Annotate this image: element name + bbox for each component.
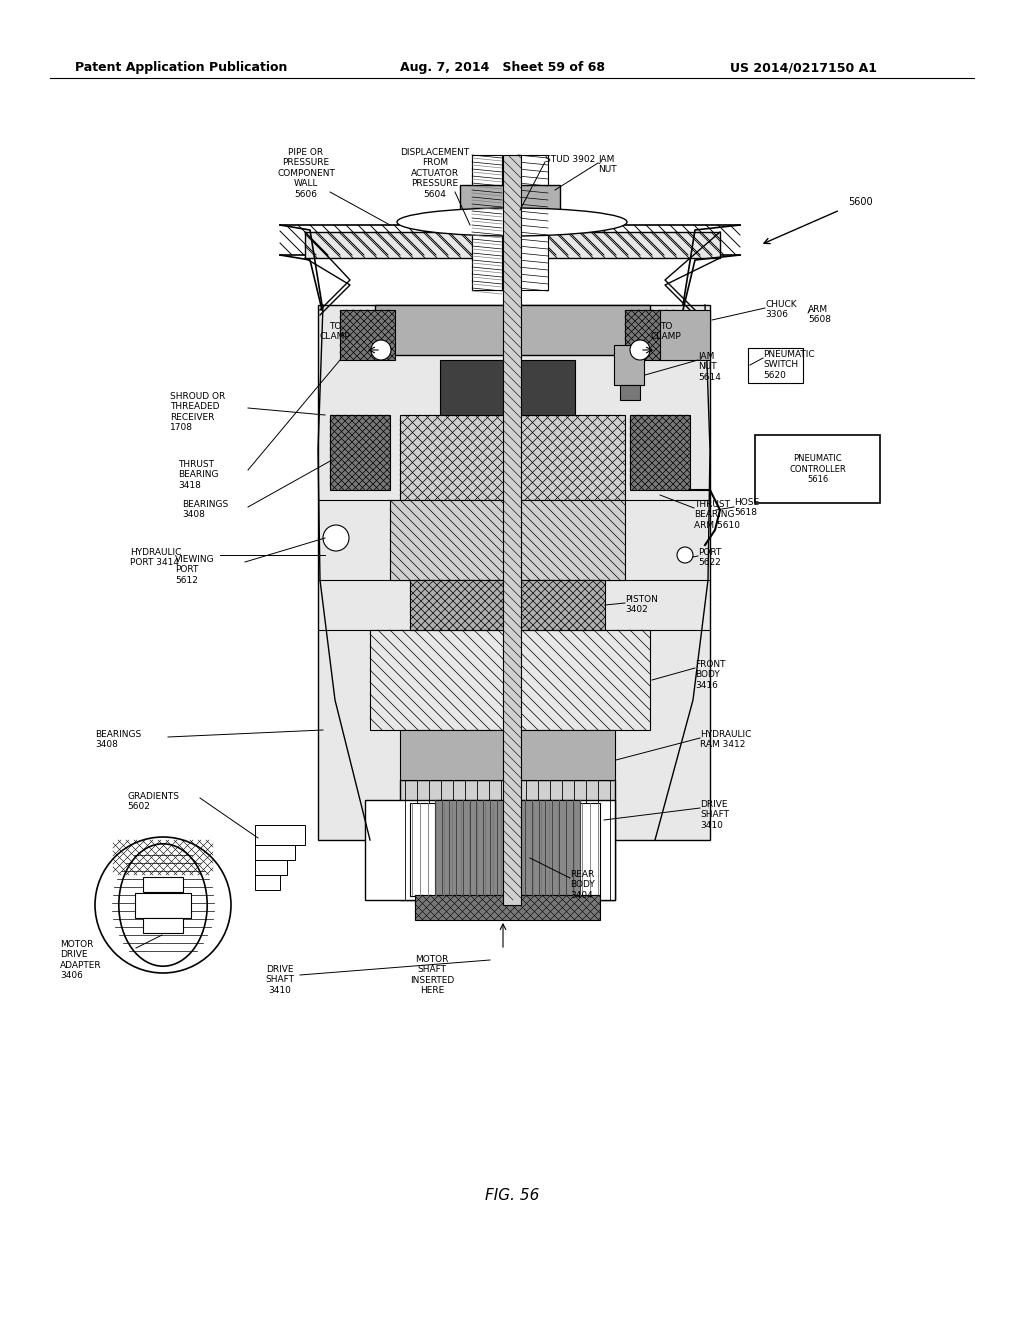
Text: US 2014/0217150 A1: US 2014/0217150 A1 [730,62,877,74]
Bar [503,154,521,906]
Circle shape [630,341,650,360]
Text: SHROUD OR
THREADED
RECEIVER
1708: SHROUD OR THREADED RECEIVER 1708 [170,392,225,432]
Ellipse shape [397,209,627,236]
Bar [518,154,548,290]
Bar [400,780,615,900]
Bar [365,800,615,900]
Bar [660,310,710,360]
Bar [755,436,880,503]
Bar [255,825,305,845]
Text: MOTOR
DRIVE
ADAPTER
3406: MOTOR DRIVE ADAPTER 3406 [60,940,101,981]
Bar [255,861,287,875]
Text: BEARINGS
3408: BEARINGS 3408 [182,500,228,519]
Text: STUD 3902: STUD 3902 [545,154,595,164]
Text: PNEUMATIC
CONTROLLER
5616: PNEUMATIC CONTROLLER 5616 [790,454,846,484]
Text: REAR
BODY
3404: REAR BODY 3404 [570,870,595,900]
Text: PISTON
3402: PISTON 3402 [625,595,657,614]
Text: PNEUMATIC
SWITCH
5620: PNEUMATIC SWITCH 5620 [763,350,815,380]
Circle shape [677,546,693,564]
Text: CHUCK
3306: CHUCK 3306 [765,300,797,319]
Bar [375,305,650,355]
Bar [390,500,625,579]
Text: PIPE OR
PRESSURE
COMPONENT
WALL
5606: PIPE OR PRESSURE COMPONENT WALL 5606 [278,148,335,198]
Text: MOTOR
SHAFT
INSERTED
HERE: MOTOR SHAFT INSERTED HERE [410,954,454,995]
Bar [410,579,605,630]
Bar [415,895,600,920]
Text: 5600: 5600 [848,197,872,207]
Bar [410,803,600,896]
Bar [340,310,395,360]
Bar [305,232,720,257]
Bar [330,414,390,490]
Bar [255,845,295,861]
Bar [370,630,650,730]
Ellipse shape [119,843,207,966]
Text: DRIVE
SHAFT
3410: DRIVE SHAFT 3410 [700,800,729,830]
Text: JAM
NUT
5614: JAM NUT 5614 [698,352,721,381]
Text: JAM
NUT: JAM NUT [598,154,616,174]
Text: HYDRAULIC
PORT 3414: HYDRAULIC PORT 3414 [130,548,181,568]
Text: DISPLACEMENT
FROM
ACTUATOR
PRESSURE
5604: DISPLACEMENT FROM ACTUATOR PRESSURE 5604 [400,148,470,198]
Text: DRIVE
SHAFT
3410: DRIVE SHAFT 3410 [265,965,295,995]
Bar [435,800,580,895]
Bar [440,360,575,414]
Bar [143,917,183,933]
Text: GRADIENTS
5602: GRADIENTS 5602 [127,792,179,812]
Bar [400,414,625,500]
Text: HYDRAULIC
RAM 3412: HYDRAULIC RAM 3412 [700,730,752,750]
Text: FIG. 56: FIG. 56 [484,1188,540,1203]
Text: FRONT
BODY
3416: FRONT BODY 3416 [695,660,725,690]
Text: THRUST
BEARING
ARM 5610: THRUST BEARING ARM 5610 [694,500,740,529]
Text: TO
CLAMP: TO CLAMP [650,322,681,342]
Text: VIEWING
PORT
5612: VIEWING PORT 5612 [175,554,215,585]
Bar [400,730,615,780]
Circle shape [371,341,391,360]
Bar [255,875,280,890]
Bar [460,185,560,230]
Text: BEARINGS
3408: BEARINGS 3408 [95,730,141,750]
Text: ARM
5608: ARM 5608 [808,305,831,325]
Text: PORT
5622: PORT 5622 [698,548,721,568]
Bar [135,894,191,917]
Bar [614,345,644,385]
Text: THRUST
BEARING
3418: THRUST BEARING 3418 [178,459,218,490]
Bar [318,305,710,840]
Bar [472,154,502,290]
Bar [748,348,803,383]
Text: Patent Application Publication: Patent Application Publication [75,62,288,74]
Bar [630,414,690,490]
Circle shape [95,837,231,973]
Bar [143,876,183,892]
Text: HOSE
5618: HOSE 5618 [734,498,759,517]
Bar [620,385,640,400]
Bar [625,310,680,360]
Circle shape [323,525,349,550]
Text: TO
CLAMP: TO CLAMP [319,322,350,342]
Text: Aug. 7, 2014   Sheet 59 of 68: Aug. 7, 2014 Sheet 59 of 68 [400,62,605,74]
